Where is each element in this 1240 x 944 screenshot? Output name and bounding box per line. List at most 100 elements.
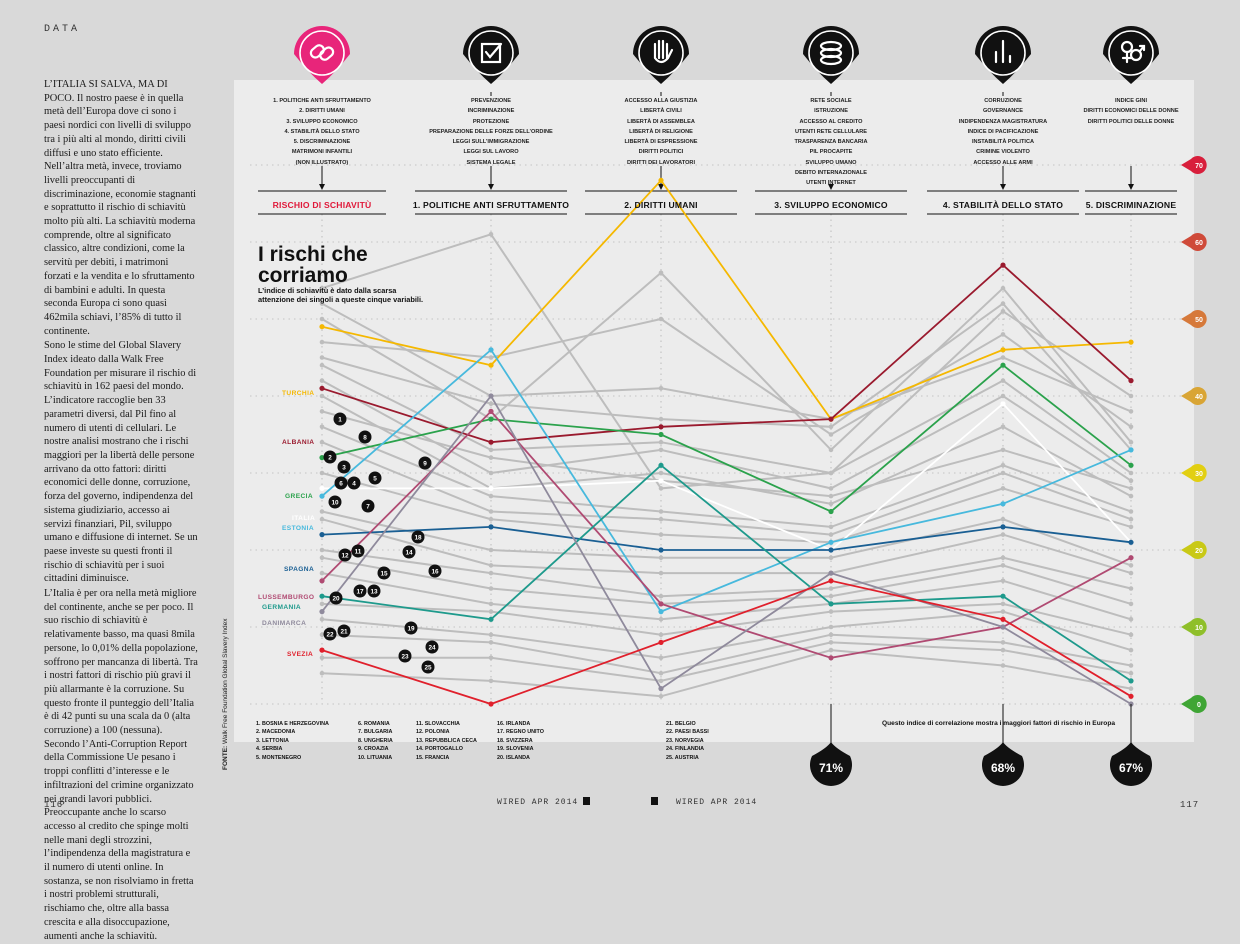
footer-mark-right (651, 797, 658, 805)
y-tick-20: 20 (1181, 541, 1207, 560)
tick (484, 42, 503, 59)
other-country-point (658, 516, 664, 522)
tick-pin (1181, 309, 1207, 328)
series-point-spagna (319, 532, 325, 538)
factor-item: PREPARAZIONE DELLE FORZE DELL’ORDINE (429, 128, 553, 135)
country-marker-17: 17 (353, 584, 367, 598)
legend-entry: 16. IRLANDA (497, 721, 531, 727)
series-point-turchia (1128, 339, 1134, 345)
marker-number: 10 (331, 499, 339, 506)
factor-item: INCRIMINAZIONE (467, 108, 515, 115)
factor-item: 2. DIRITTI UMANI (299, 108, 345, 115)
page-number-right: 117 (1180, 800, 1200, 810)
other-country-point (1128, 439, 1134, 445)
other-country-point (1000, 463, 1006, 468)
series-line-lussemburgo (321, 410, 1132, 659)
marker-number: 19 (407, 625, 415, 632)
article-paragraph: Sono le stime del Global Slavery Index i… (44, 340, 198, 585)
pin-ring (980, 30, 1026, 76)
series-point-albania (828, 416, 834, 422)
other-country-point (1128, 393, 1134, 399)
marker-number: 22 (326, 631, 334, 638)
drop-shape (1110, 742, 1152, 786)
other-country-point (828, 624, 834, 630)
column-header: 4. STABILITÀ DELLO STATO (942, 200, 1064, 210)
other-country-point (319, 655, 325, 661)
other-country-point (828, 493, 834, 499)
other-country-point (658, 593, 664, 599)
series-point-lussemburgo (319, 578, 325, 584)
other-country-point (658, 694, 664, 699)
other-country-point (658, 270, 664, 276)
factor-item: 5. DISCRIMINAZIONE (293, 139, 351, 146)
series-point-italia (658, 478, 664, 484)
other-country-line (321, 633, 1132, 675)
factor-item: DIRITTI DEI LAVORATORI (626, 159, 696, 166)
factor-item: LEGGI SUL LAVORO (463, 149, 519, 156)
other-country-line (321, 302, 1132, 451)
other-country-point (1000, 332, 1006, 337)
other-country-point (1000, 393, 1006, 399)
legend-entry: 17. REGNO UNITO (497, 729, 544, 736)
other-country-point (658, 470, 664, 476)
other-country-point (1128, 632, 1134, 637)
factor-item: DIRITTI POLITICI DELLE DONNE (1087, 118, 1175, 125)
factor-item: INDICE DI PACIFICAZIONE (967, 128, 1039, 135)
legend-entry: 25. AUSTRIA (666, 754, 699, 761)
other-country-point (319, 355, 325, 360)
other-country-point (319, 547, 325, 553)
factor-list: PREVENZIONE INCRIMINAZIONE PROTEZIONE PREPA… (429, 96, 553, 168)
series-point-italia (488, 485, 494, 491)
other-country-point (1128, 686, 1134, 691)
other-country-point (658, 532, 664, 537)
footer-mark-left (583, 797, 590, 805)
series-point-turchia (1000, 347, 1006, 353)
factor-item: CRIMINE VIOLENTO (976, 149, 1030, 156)
country-marker-1: 1 (333, 412, 347, 426)
marker-number: 5 (373, 475, 377, 482)
factor-item: CORRUZIONE (984, 98, 1022, 104)
marker-number: 13 (370, 588, 378, 595)
series-point-danimarca (319, 609, 325, 615)
other-country-point (658, 570, 664, 576)
country-label: DANIMARCA (262, 620, 307, 627)
other-country-point (1128, 424, 1134, 430)
series-point-estonia (1128, 447, 1134, 453)
marker-dot (358, 430, 372, 444)
other-country-point (1128, 570, 1134, 576)
factor-item: LEGGI SULL’IMMIGRAZIONE (452, 139, 530, 146)
tick-label: 50 (1195, 317, 1203, 324)
other-country-point (1000, 285, 1006, 291)
chain-link-icon-pin (294, 26, 350, 84)
other-country-line (321, 425, 1132, 528)
other-country-point (319, 393, 325, 399)
country-label: ALBANIA (282, 439, 315, 446)
other-country-point (1128, 493, 1134, 499)
other-country-point (828, 647, 834, 653)
factor-item: (NON ILLUSTRATO) (295, 159, 349, 166)
country-label: GERMANIA (262, 604, 302, 611)
series-point-estonia (319, 493, 325, 499)
factor-item: RETE SOCIALE (810, 98, 852, 104)
other-country-line (321, 518, 1132, 575)
country-marker-13: 13 (367, 584, 381, 598)
other-country-line (321, 602, 1132, 636)
other-country-point (319, 439, 325, 445)
other-country-point (658, 486, 664, 491)
country-marker-3: 3 (337, 460, 351, 474)
other-country-point (658, 316, 664, 322)
other-country-point (1000, 601, 1006, 607)
other-country-line (321, 610, 1132, 659)
checkbox-icon (480, 42, 503, 64)
chart-subtitle: L’indice di schiavitù è dato dalla scars… (258, 286, 424, 304)
other-country-point (1128, 563, 1134, 568)
legend-entry: 23. NORVEGIA (666, 737, 704, 744)
other-country-point (1000, 555, 1006, 560)
country-marker-5: 5 (368, 471, 382, 485)
other-country-point (319, 555, 325, 560)
other-country-point (488, 232, 494, 237)
column-header: 5. DISCRIMINAZIONE (1085, 200, 1177, 210)
other-country-point (319, 601, 325, 607)
marker-dot (347, 476, 361, 490)
country-marker-11: 11 (351, 544, 365, 558)
